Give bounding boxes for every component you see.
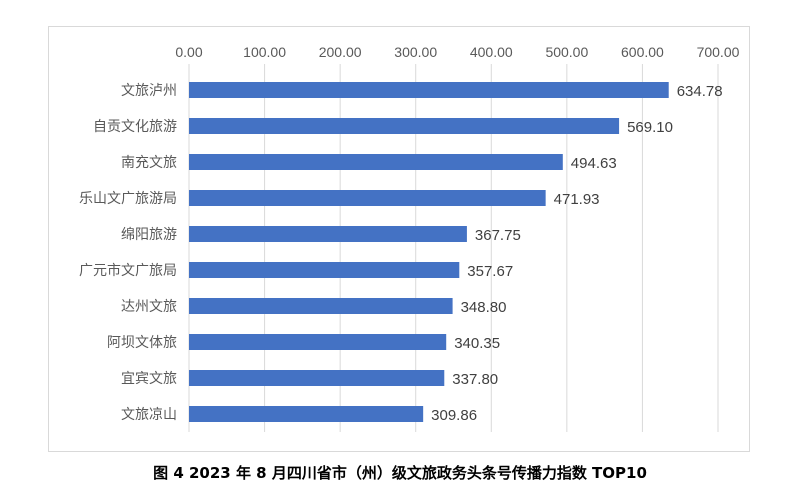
category-label: 宜宾文旅 [121,371,177,387]
x-tick-label: 300.00 [394,44,437,60]
bar [189,82,669,98]
bar [189,262,460,278]
data-label: 569.10 [627,119,673,136]
data-label: 367.75 [475,227,521,244]
category-label: 绵阳旅游 [121,226,177,243]
category-label: 文旅凉山 [121,407,177,423]
data-label: 340.35 [454,335,500,352]
bar [189,226,467,242]
data-label: 634.78 [677,83,723,100]
x-tick-label: 400.00 [470,44,513,60]
category-label: 广元市文广旅局 [79,262,177,279]
category-label: 达州文旅 [121,299,177,315]
bar [189,154,563,170]
category-labels: 文旅泸州自贡文化旅游南充文旅乐山文广旅游局绵阳旅游广元市文广旅局达州文旅阿坝文体… [79,83,177,423]
data-label: 357.67 [467,263,513,280]
figure-caption: 图 4 2023 年 8 月四川省市（州）级文旅政务头条号传播力指数 TOP10 [153,464,647,482]
x-tick-label: 500.00 [545,44,588,60]
x-axis-ticks: 0.00 100.00 200.00 300.00 400.00 500.00 600.00… [175,44,739,60]
bar [189,298,453,314]
bars [189,82,669,422]
data-label: 471.93 [554,191,600,208]
category-label: 南充文旅 [121,155,177,171]
bar [189,190,546,206]
x-tick-label: 200.00 [319,44,362,60]
x-tick-label: 0.00 [175,44,202,60]
bar [189,406,424,422]
category-label: 阿坝文体旅 [107,335,177,351]
data-labels: 634.78 569.10 494.63 471.93 367.75 357.67 348.… [431,83,722,424]
data-label: 309.86 [431,407,477,424]
category-label: 乐山文广旅游局 [79,191,177,207]
x-tick-label: 100.00 [243,44,286,60]
data-label: 494.63 [571,155,617,172]
bar [189,370,445,386]
bar [189,118,620,134]
bar-chart: 0.00 100.00 200.00 300.00 400.00 500.00 600.00… [79,44,740,432]
category-label: 文旅泸州 [121,83,177,99]
category-label: 自贡文化旅游 [93,119,177,135]
data-label: 337.80 [452,371,498,388]
x-tick-label: 600.00 [621,44,664,60]
x-tick-label: 700.00 [697,44,740,60]
bar [189,334,447,350]
data-label: 348.80 [461,299,507,316]
